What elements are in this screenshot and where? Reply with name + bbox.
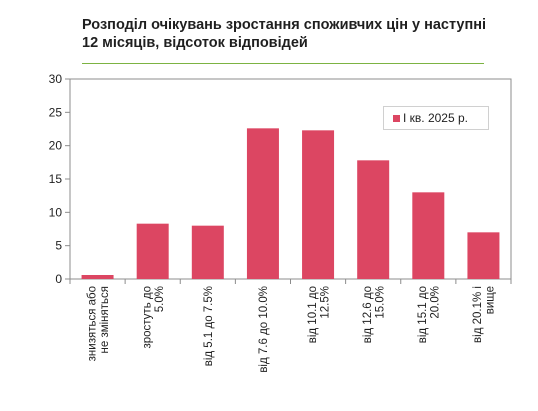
- x-axis: знизяться або не зміняться зростуть до 5.0%…: [86, 286, 496, 373]
- x-category-label: від 12.6 до 15.0%: [362, 286, 387, 343]
- title-underline: [82, 63, 484, 64]
- bar: [357, 160, 390, 279]
- bar: [81, 275, 114, 279]
- y-tick-label: 5: [55, 239, 62, 253]
- x-category-label-line: зростуть до: [141, 286, 153, 349]
- x-category-label: від 5.1 до 7.5%: [203, 286, 215, 366]
- x-category-label-line: 5.0%: [154, 286, 166, 312]
- x-category-label: зростуть до 5.0%: [141, 286, 166, 349]
- y-axis: 0 5 10 15 20 25 30: [49, 72, 70, 286]
- x-category-label-line: від 10.1 до: [307, 286, 319, 343]
- x-category-label-line: 12.5%: [319, 286, 331, 319]
- bar: [191, 225, 224, 279]
- y-tick-label: 25: [49, 105, 63, 119]
- x-category-label-line: від 12.6 до: [362, 286, 374, 343]
- chart-title: Розподіл очікувань зростання споживчих ц…: [82, 17, 487, 51]
- y-tick-label: 0: [55, 272, 62, 286]
- x-category-label-line: 20.0%: [430, 286, 442, 319]
- x-category-label-line: вище: [485, 286, 497, 314]
- x-category-label-line: не зміняться: [99, 286, 111, 354]
- y-tick-label: 30: [49, 72, 63, 86]
- legend-label: I кв. 2025 р.: [403, 111, 468, 125]
- bar: [302, 130, 335, 279]
- x-category-label: від 10.1 до 12.5%: [307, 286, 332, 343]
- x-category-label-line: від 20.1% і: [472, 286, 484, 343]
- legend-swatch: [393, 115, 400, 122]
- x-category-label: від 7.6 до 10.0%: [258, 286, 270, 373]
- y-tick-label: 10: [49, 205, 63, 219]
- legend: I кв. 2025 р.: [383, 106, 489, 130]
- y-tick-label: 20: [49, 139, 63, 153]
- x-category-label-line: від 5.1 до 7.5%: [203, 286, 215, 366]
- x-category-label-line: від 15.1 до: [417, 286, 429, 343]
- bar: [412, 192, 445, 279]
- x-category-label: від 20.1% і вище: [472, 286, 497, 343]
- y-tick-label: 15: [49, 172, 63, 186]
- x-category-label-line: від 7.6 до 10.0%: [258, 286, 270, 373]
- bar: [246, 128, 279, 279]
- bar: [467, 232, 500, 279]
- bar: [136, 223, 169, 279]
- x-category-label: від 15.1 до 20.0%: [417, 286, 442, 343]
- x-category-label-line: знизяться або: [86, 286, 98, 361]
- x-category-label-line: 15.0%: [374, 286, 386, 319]
- x-category-label: знизяться або не зміняться: [86, 286, 111, 361]
- bars: [69, 128, 512, 284]
